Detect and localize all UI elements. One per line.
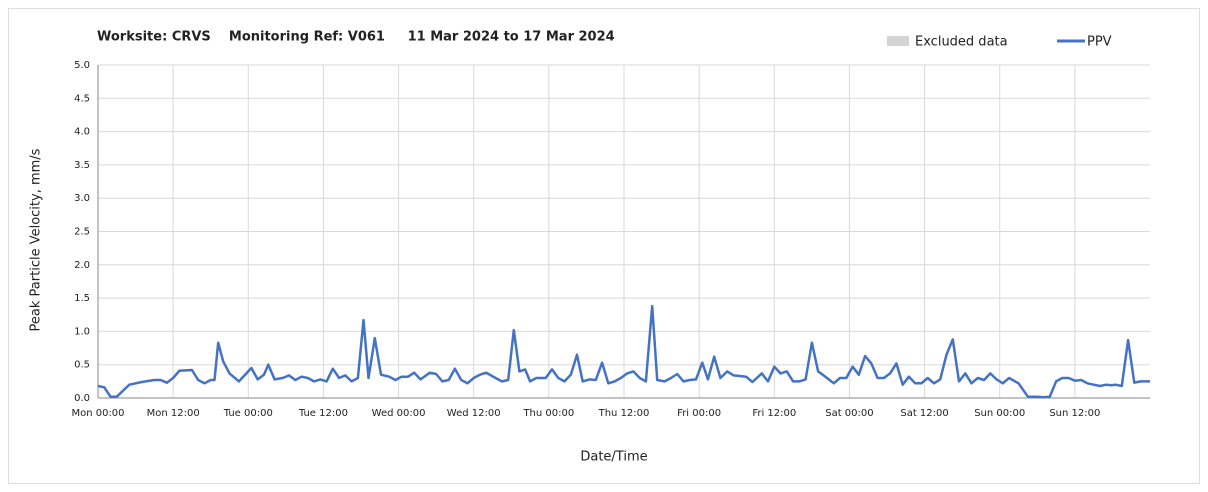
y-axis-label: Peak Particle Velocity, mm/s [29, 148, 44, 331]
y-tick-label: 4.0 [74, 127, 90, 138]
y-tick-label: 3.0 [74, 193, 90, 204]
x-tick-label: Thu 00:00 [522, 408, 574, 419]
x-tick-label: Sat 12:00 [900, 408, 948, 419]
x-tick-label: Fri 12:00 [752, 408, 796, 419]
y-tick-label: 3.5 [74, 160, 90, 171]
x-tick-label: Wed 12:00 [447, 408, 501, 419]
x-tick-label: Tue 00:00 [223, 408, 273, 419]
legend-label: PPV [1087, 35, 1112, 50]
x-tick-label: Fri 00:00 [677, 408, 721, 419]
x-axis-label: Date/Time [580, 450, 647, 465]
legend-swatch [887, 36, 909, 46]
y-tick-label: 1.5 [74, 293, 90, 304]
x-tick-label: Tue 12:00 [298, 408, 348, 419]
x-tick-label: Mon 00:00 [71, 408, 124, 419]
y-tick-label: 0.0 [74, 393, 90, 404]
legend-label: Excluded data [915, 35, 1008, 50]
x-tick-label: Mon 12:00 [147, 408, 200, 419]
x-tick-label: Sat 00:00 [825, 408, 873, 419]
y-tick-label: 2.5 [74, 227, 90, 238]
chart-title: Worksite: CRVS Monitoring Ref: V061 11 M… [97, 30, 615, 45]
y-tick-label: 0.5 [74, 360, 90, 371]
x-tick-label: Sun 12:00 [1049, 408, 1100, 419]
x-tick-label: Thu 12:00 [598, 408, 650, 419]
frame [8, 8, 1200, 484]
y-tick-label: 1.0 [74, 326, 90, 337]
x-tick-label: Wed 00:00 [372, 408, 426, 419]
y-tick-label: 4.5 [74, 93, 90, 104]
x-tick-label: Sun 00:00 [974, 408, 1025, 419]
line-series [97, 304, 1150, 399]
y-tick-label: 5.0 [74, 60, 90, 71]
y-tick-label: 2.0 [74, 260, 90, 271]
